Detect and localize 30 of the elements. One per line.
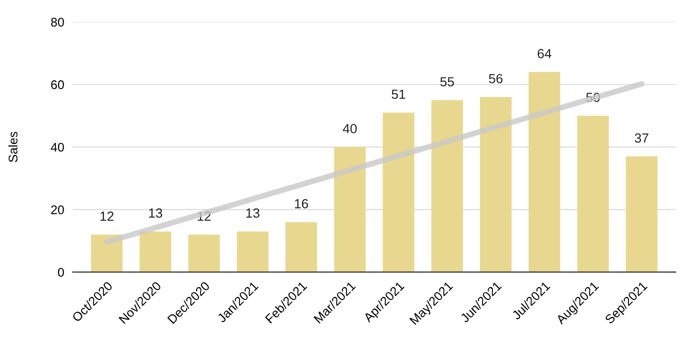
bar — [140, 231, 172, 272]
y-tick-label: 40 — [50, 142, 64, 152]
data-label: 12 — [198, 212, 211, 221]
data-label: 12 — [100, 212, 114, 221]
data-label: 50 — [586, 92, 600, 102]
data-label: 37 — [634, 133, 648, 143]
bar — [577, 116, 609, 272]
data-label: 16 — [294, 199, 308, 208]
bar — [334, 147, 366, 272]
bar — [236, 231, 268, 272]
data-label: 56 — [488, 74, 503, 84]
data-label: 13 — [246, 208, 260, 218]
data-label: 64 — [538, 48, 552, 58]
y-tick-label: 80 — [51, 18, 64, 27]
y-axis-title: Sales — [8, 132, 18, 162]
y-tick-label: 20 — [51, 205, 64, 214]
y-tick-label: 0 — [58, 268, 64, 277]
bar — [91, 234, 123, 272]
bar — [626, 156, 658, 272]
y-tick-label: 60 — [51, 80, 64, 90]
bar — [285, 222, 318, 272]
data-label: 13 — [149, 208, 162, 218]
bar — [528, 72, 560, 272]
data-label: 51 — [392, 90, 406, 99]
bar — [431, 100, 463, 272]
bar — [188, 234, 220, 272]
bar — [480, 97, 512, 272]
data-label: 55 — [440, 77, 454, 86]
bar — [382, 112, 414, 272]
data-label: 40 — [342, 124, 357, 134]
